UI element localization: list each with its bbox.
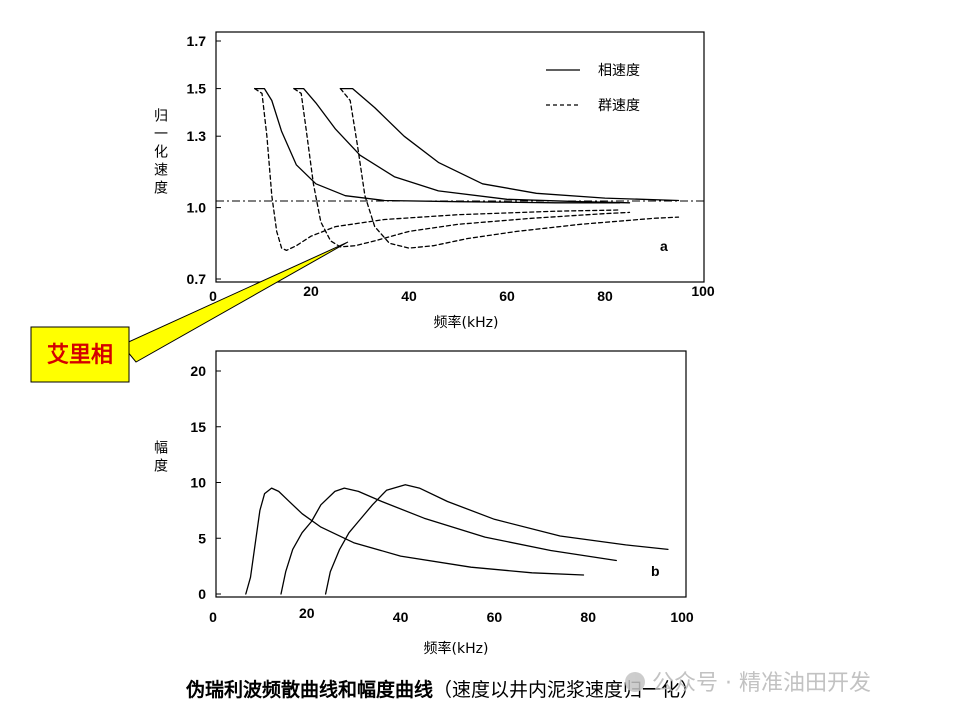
x-tick-label: 40: [393, 609, 409, 625]
velocity-x-ticks: 0 20 40 60 80 100: [209, 283, 715, 304]
amplitude-y-axis-label: 幅度: [152, 440, 168, 476]
legend-group-label: 群速度: [598, 98, 640, 114]
x-tick-label: 20: [303, 283, 319, 299]
y-tick-label: 0: [198, 586, 206, 602]
amplitude-x-ticks: 0 20 40 60 80 100: [209, 605, 694, 625]
y-tick-label: 0.7: [187, 271, 207, 287]
amplitude-y-ticks: 0 5 10 15 20: [190, 363, 221, 602]
y-tick-label: 1.7: [187, 33, 207, 49]
legend-phase-label: 相速度: [598, 63, 640, 79]
x-tick-label: 100: [691, 283, 715, 299]
velocity-legend: 相速度 群速度: [546, 63, 640, 114]
callout-box: [30, 326, 130, 383]
velocity-y-ticks: 0.7 1.0 1.3 1.5 1.7: [187, 33, 221, 287]
velocity-chart: 0.7 1.0 1.3 1.5 1.7 0 20 40 60 80 100 归一化速度 频率(kH…: [152, 31, 715, 331]
x-tick-label: 100: [670, 609, 694, 625]
x-tick-label: 80: [580, 609, 596, 625]
wechat-icon: [625, 672, 645, 692]
x-tick-label: 40: [401, 288, 417, 304]
y-tick-label: 1.0: [187, 200, 207, 216]
watermark: 公众号 · 精准油田开发: [625, 671, 871, 696]
y-tick-label: 1.5: [187, 81, 207, 97]
x-tick-label: 60: [499, 288, 515, 304]
phase-velocity-curve-3: [339, 87, 680, 202]
y-tick-label: 1.3: [187, 128, 207, 144]
x-tick-label: 80: [597, 288, 613, 304]
velocity-panel-label: a: [660, 238, 668, 254]
x-tick-label: 60: [487, 609, 503, 625]
x-tick-label: 0: [209, 288, 217, 304]
y-tick-label: 10: [190, 475, 206, 491]
amplitude-series: [245, 484, 669, 595]
group-velocity-curve-4: [254, 87, 621, 252]
x-tick-label: 20: [299, 605, 315, 621]
amplitude-chart: 0 5 10 15 20 0 20 40 60 80 100 幅度 频率(kHz) b: [152, 350, 694, 657]
airy-phase-callout: 艾里相: [30, 241, 349, 383]
caption-main-text: 伪瑞利波频散曲线和幅度曲线: [185, 678, 433, 701]
callout-label: 艾里相: [47, 342, 113, 368]
amplitude-panel-label: b: [651, 563, 660, 579]
amplitude-curve-1: [245, 487, 585, 595]
phase-velocity-curve-2: [293, 87, 631, 204]
velocity-series: [254, 87, 680, 252]
y-tick-label: 5: [198, 530, 206, 546]
x-tick-label: 0: [209, 609, 217, 625]
phase-velocity-curve-1: [254, 87, 621, 204]
velocity-x-axis-label: 频率(kHz): [434, 314, 499, 331]
group-velocity-curve-6: [339, 87, 680, 249]
velocity-y-axis-label: 归一化速度: [152, 107, 168, 198]
amplitude-curve-2: [280, 487, 617, 595]
amplitude-curve-3: [324, 484, 669, 595]
y-tick-label: 15: [190, 419, 206, 435]
velocity-plot-frame: [215, 31, 705, 283]
figure-caption: 伪瑞利波频散曲线和幅度曲线（速度以井内泥浆速度归一化）: [185, 678, 699, 701]
amplitude-plot-frame: [215, 350, 687, 598]
group-velocity-curve-5: [293, 87, 631, 248]
watermark-text: 公众号 · 精准油田开发: [652, 671, 871, 696]
callout-pointer: [121, 241, 349, 363]
y-tick-label: 20: [190, 363, 206, 379]
amplitude-x-axis-label: 频率(kHz): [424, 640, 489, 657]
